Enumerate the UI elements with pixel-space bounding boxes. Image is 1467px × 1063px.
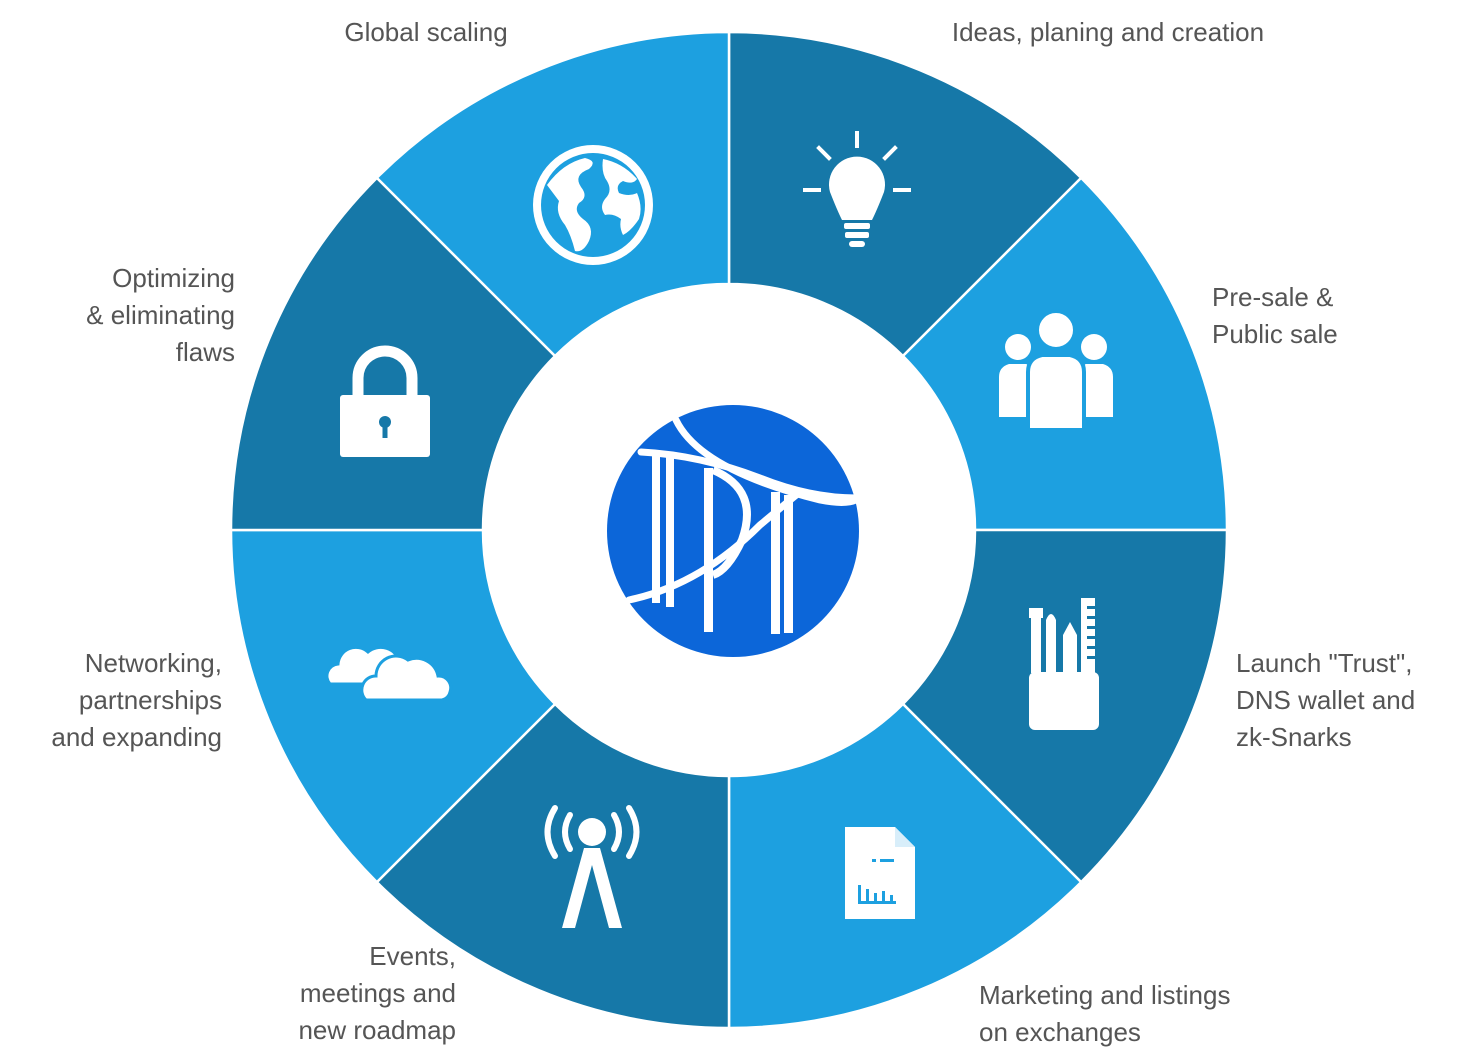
broadcast-tower-icon xyxy=(544,805,640,928)
tools-cup-icon xyxy=(1029,598,1099,730)
globe-icon xyxy=(533,145,653,265)
lightbulb-icon xyxy=(803,131,911,247)
padlock-icon xyxy=(340,345,430,457)
document-chart-icon xyxy=(845,827,915,919)
label-optimizing: Optimizing & eliminating flaws xyxy=(86,263,235,367)
dpt-logo-icon xyxy=(607,405,860,657)
label-marketing: Marketing and listings on exchanges xyxy=(979,980,1231,1047)
people-icon xyxy=(999,309,1113,432)
label-scaling: Global scaling xyxy=(344,17,508,47)
label-ideas: Ideas, planing and creation xyxy=(951,17,1265,47)
label-networking: Networking, partnerships and expanding xyxy=(51,648,222,752)
label-presale: Pre-sale & Public sale xyxy=(1212,282,1338,349)
label-launch: Launch "Trust", DNS wallet and zk-Snarks xyxy=(1236,648,1416,752)
cloud-icon xyxy=(325,645,453,702)
label-events: Events, meetings and new roadmap xyxy=(298,941,456,1045)
